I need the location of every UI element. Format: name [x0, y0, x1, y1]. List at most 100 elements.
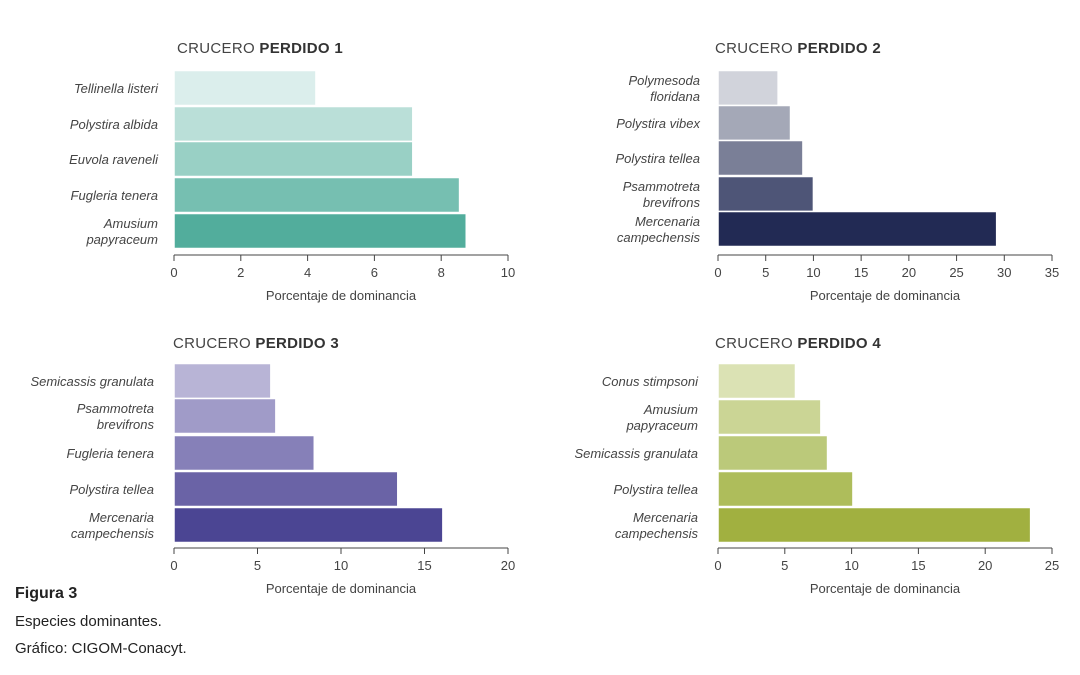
x-tick-label: 4: [304, 265, 311, 280]
x-tick-label: 10: [334, 558, 348, 573]
x-tick-label: 10: [806, 265, 820, 280]
x-tick-label: 25: [949, 265, 963, 280]
chart-title-prefix: CRUCERO: [715, 40, 797, 57]
bar-2: [717, 398, 822, 436]
bar-2: [173, 397, 277, 435]
category-label-line: Amusium: [643, 402, 698, 417]
category-label: Polystira tellea: [613, 482, 698, 497]
category-label-line: Polystira tellea: [615, 151, 700, 166]
x-tick-label: 0: [170, 558, 177, 573]
chart-panel-3: CRUCERO PERDIDO 3 Semicassis granulata Psa…: [30, 335, 515, 596]
category-label: Euvola raveneli: [69, 152, 159, 167]
x-axis-label: Porcentaje de dominancia: [266, 581, 417, 596]
category-label: Fugleria tenera: [67, 446, 154, 461]
category-label: Amusium papyraceum: [625, 402, 698, 433]
category-label-line: papyraceum: [625, 418, 698, 433]
category-label-line: Mercenaria: [635, 214, 700, 229]
x-tick-label: 8: [438, 265, 445, 280]
category-label-line: Psammotreta: [77, 401, 154, 416]
bar-3: [717, 139, 804, 177]
category-label: Tellinella listeri: [74, 81, 159, 96]
category-label-line: Amusium: [103, 216, 158, 231]
category-label-line: papyraceum: [85, 232, 158, 247]
category-label: Fugleria tenera: [71, 188, 158, 203]
bar-2: [717, 104, 792, 142]
chart-title-bold: PERDIDO 2: [797, 40, 881, 57]
bar-3: [173, 140, 414, 178]
x-tick-label: 0: [170, 265, 177, 280]
category-label: Polystira tellea: [69, 482, 154, 497]
category-label-line: Polystira tellea: [613, 482, 698, 497]
bar-4: [717, 175, 815, 213]
figure-label: Figura 3: [15, 585, 78, 602]
chart-title-prefix: CRUCERO: [177, 40, 259, 57]
category-label-line: Polymesoda: [628, 73, 700, 88]
x-tick-label: 20: [501, 558, 515, 573]
category-label: Mercenaria campechensis: [71, 510, 155, 541]
chart-title-bold: PERDIDO 4: [797, 335, 881, 352]
category-label-line: campechensis: [71, 526, 155, 541]
category-label-line: campechensis: [615, 526, 699, 541]
category-label: Conus stimpsoni: [602, 374, 699, 389]
x-tick-label: 0: [714, 558, 721, 573]
category-label-line: Polystira tellea: [69, 482, 154, 497]
category-label-line: Fugleria tenera: [67, 446, 154, 461]
chart-title: CRUCERO PERDIDO 3: [173, 335, 339, 352]
x-tick-label: 10: [501, 265, 515, 280]
category-label: Polymesoda floridana: [628, 73, 700, 104]
bar-3: [173, 434, 316, 472]
category-label-line: Semicassis granulata: [30, 374, 154, 389]
x-axis-label: Porcentaje de dominancia: [810, 288, 961, 303]
x-tick-label: 30: [997, 265, 1011, 280]
category-label-line: Conus stimpsoni: [602, 374, 699, 389]
bar-1: [173, 69, 317, 107]
category-label: Polystira albida: [70, 117, 158, 132]
x-tick-label: 6: [371, 265, 378, 280]
category-label: Amusium papyraceum: [85, 216, 158, 247]
category-label-line: Fugleria tenera: [71, 188, 158, 203]
category-label-line: Polystira albida: [70, 117, 158, 132]
bar-5: [717, 506, 1032, 544]
bar-5: [173, 212, 467, 250]
x-tick-label: 5: [781, 558, 788, 573]
x-tick-label: 20: [978, 558, 992, 573]
category-label-line: Polystira vibex: [616, 116, 700, 131]
x-tick-label: 0: [714, 265, 721, 280]
category-label-line: campechensis: [617, 230, 701, 245]
category-label: Psammotreta brevifrons: [623, 179, 701, 210]
x-tick-label: 15: [417, 558, 431, 573]
bar-4: [173, 176, 461, 214]
x-tick-label: 10: [844, 558, 858, 573]
bar-2: [173, 105, 414, 143]
x-tick-label: 25: [1045, 558, 1059, 573]
figure-description: Especies dominantes.: [15, 613, 162, 630]
category-label-line: Euvola raveneli: [69, 152, 159, 167]
category-label: Mercenaria campechensis: [615, 510, 699, 541]
bar-3: [717, 434, 829, 472]
category-label-line: Mercenaria: [89, 510, 154, 525]
bar-1: [717, 69, 779, 107]
category-label-line: Psammotreta: [623, 179, 700, 194]
category-label: Semicassis granulata: [574, 446, 698, 461]
category-label-line: floridana: [650, 89, 700, 104]
x-axis-label: Porcentaje de dominancia: [266, 288, 417, 303]
x-tick-label: 15: [854, 265, 868, 280]
category-label-line: Semicassis granulata: [574, 446, 698, 461]
category-label-line: brevifrons: [643, 195, 701, 210]
category-label: Polystira tellea: [615, 151, 700, 166]
x-axis-label: Porcentaje de dominancia: [810, 581, 961, 596]
category-label: Psammotreta brevifrons: [77, 401, 155, 432]
chart-title-prefix: CRUCERO: [173, 335, 255, 352]
category-label-line: Tellinella listeri: [74, 81, 159, 96]
x-tick-label: 20: [902, 265, 916, 280]
chart-title: CRUCERO PERDIDO 4: [715, 335, 881, 352]
category-label-line: Mercenaria: [633, 510, 698, 525]
bar-5: [173, 506, 444, 544]
bar-1: [717, 362, 797, 400]
chart-title-prefix: CRUCERO: [715, 335, 797, 352]
x-tick-label: 2: [237, 265, 244, 280]
bar-4: [173, 470, 399, 508]
figure-credit: Gráfico: CIGOM-Conacyt.: [15, 640, 187, 657]
chart-title: CRUCERO PERDIDO 1: [177, 40, 343, 57]
